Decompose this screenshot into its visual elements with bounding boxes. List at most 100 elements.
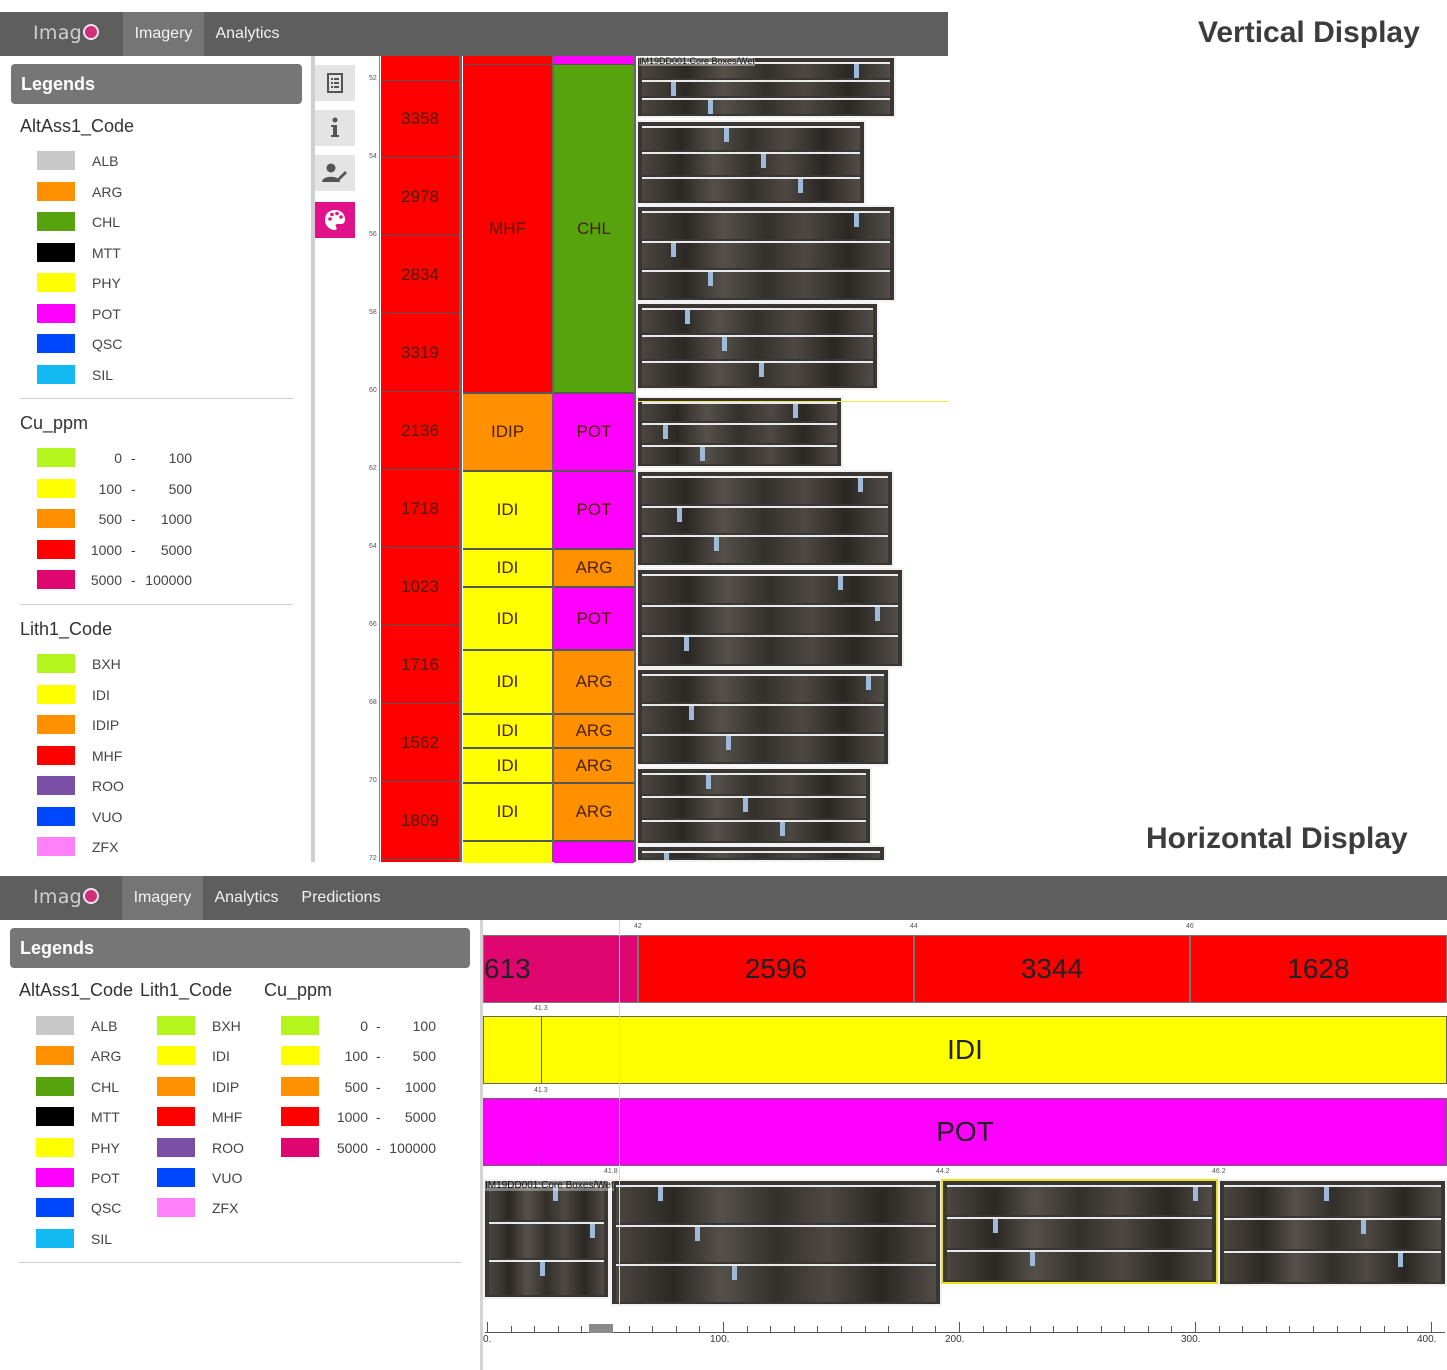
cu-row-cell[interactable]: 2596 xyxy=(638,935,914,1003)
core-box-image[interactable] xyxy=(636,568,904,668)
lith-cell[interactable]: IDI xyxy=(463,714,552,748)
legend-range-dash: - xyxy=(131,480,136,497)
lith-row-tick: 41.3 xyxy=(534,1005,548,1012)
cu-cell[interactable]: 2136 xyxy=(381,392,459,470)
core-box-image[interactable] xyxy=(636,396,843,468)
horizontal-alt-row[interactable]: POT xyxy=(483,1098,1447,1166)
horizontal-cursor-line[interactable] xyxy=(619,920,620,1306)
lith-cell[interactable]: IDI xyxy=(463,650,552,714)
core-box-image[interactable] xyxy=(610,1179,942,1306)
legend-cu-title: Cu_ppm xyxy=(264,980,333,1000)
alt-cell[interactable]: ARG xyxy=(554,714,634,748)
vertical-legends-header[interactable]: Legends xyxy=(11,64,302,104)
alt-cell[interactable]: ARG xyxy=(554,549,634,587)
scale-tick xyxy=(1006,1326,1008,1332)
tab-analytics[interactable]: Analytics xyxy=(204,12,291,56)
core-box-image[interactable] xyxy=(636,767,872,845)
core-box-image[interactable] xyxy=(483,1179,610,1299)
horizontal-logo[interactable]: Imag xyxy=(33,886,100,908)
scale-tick xyxy=(1147,1326,1149,1332)
info-button[interactable] xyxy=(315,110,355,146)
list-view-button[interactable] xyxy=(315,65,355,101)
alt-cell[interactable]: ARG xyxy=(554,650,634,714)
tab-imagery[interactable]: Imagery xyxy=(123,12,204,56)
legend-range-low: 100 xyxy=(344,1048,368,1065)
lith-cell[interactable]: IDI xyxy=(463,587,552,650)
core-box-image[interactable] xyxy=(636,845,886,862)
legend-swatch xyxy=(37,212,75,231)
core-box-image[interactable] xyxy=(1218,1179,1447,1286)
legend-label: PHY xyxy=(91,1139,120,1156)
alt-cell[interactable]: ARG xyxy=(554,748,634,783)
tab-imagery[interactable]: Imagery xyxy=(122,876,203,920)
horizontal-lith-row[interactable]: IDI xyxy=(483,1016,1447,1084)
alt-cell[interactable]: ARG xyxy=(554,783,634,841)
top-depth-tick: 42 xyxy=(634,923,642,930)
legend-swatch xyxy=(37,273,75,292)
horizontal-legends-header[interactable]: Legends xyxy=(10,928,470,968)
lith-cell[interactable]: IDI xyxy=(463,748,552,783)
core-marker xyxy=(677,507,682,522)
horizontal-panel-separator[interactable] xyxy=(480,920,483,1370)
depth-cursor-line[interactable] xyxy=(636,401,949,402)
legend-swatch xyxy=(37,806,75,826)
lith-cell[interactable]: IDI xyxy=(463,549,552,587)
depth-tick-label: 60 xyxy=(369,387,377,394)
legend-swatch xyxy=(37,715,75,734)
vertical-toolbar-separator[interactable] xyxy=(311,56,315,862)
alt-cell[interactable]: POT xyxy=(554,393,634,471)
legend-swatch xyxy=(36,1137,74,1157)
alt-cell[interactable]: CHL xyxy=(554,64,634,393)
cu-cell[interactable]: 3319 xyxy=(381,314,459,392)
cu-cell[interactable]: 1716 xyxy=(381,626,459,704)
lith-cell[interactable]: IDIP xyxy=(463,393,552,471)
lith-cell[interactable]: IDI xyxy=(463,783,552,841)
tab-predictions[interactable]: Predictions xyxy=(290,876,392,920)
core-box-image[interactable] xyxy=(941,1179,1218,1284)
core-box-image[interactable] xyxy=(636,668,890,766)
image-depth-tick: 44.2 xyxy=(936,1168,950,1175)
scale-tick xyxy=(652,1326,654,1332)
alt-cell[interactable]: POT xyxy=(554,471,634,549)
core-marker xyxy=(671,242,676,257)
legend-label: MHF xyxy=(212,1109,243,1126)
core-row xyxy=(642,734,884,762)
core-marker xyxy=(708,100,713,114)
cu-cell[interactable]: 1023 xyxy=(381,548,459,626)
cu-row-cell[interactable]: 1628 xyxy=(1190,935,1447,1003)
scroll-thumb[interactable] xyxy=(589,1324,613,1333)
core-row xyxy=(642,80,890,96)
alt-cell[interactable]: POT xyxy=(554,587,634,650)
vertical-logo[interactable]: Imag xyxy=(33,22,100,44)
core-row xyxy=(947,1185,1212,1216)
core-box-image[interactable] xyxy=(636,120,866,205)
user-edit-button[interactable] xyxy=(315,155,355,191)
image-depth-tick: 41.8 xyxy=(604,1168,618,1175)
tab-analytics[interactable]: Analytics xyxy=(203,876,290,920)
lith-cell[interactable]: MHF xyxy=(463,64,552,393)
legend-label: POT xyxy=(91,1170,120,1186)
cu-row-cell[interactable]: 613 xyxy=(483,935,638,1003)
legend-swatch xyxy=(37,478,75,498)
legend-swatch xyxy=(157,1046,195,1066)
palette-button[interactable] xyxy=(315,202,355,238)
core-box-image[interactable] xyxy=(636,56,896,118)
cu-cell[interactable]: 1562 xyxy=(381,704,459,782)
cu-row-cell[interactable]: 3344 xyxy=(914,935,1190,1003)
scale-tick xyxy=(911,1326,913,1332)
cu-cell[interactable]: 3358 xyxy=(381,80,459,158)
core-box-image[interactable] xyxy=(636,470,894,567)
core-box-image[interactable] xyxy=(636,205,896,302)
core-marker xyxy=(798,179,803,194)
core-row xyxy=(616,1185,936,1223)
cu-cell[interactable]: 1809 xyxy=(381,782,459,860)
lith-cell[interactable]: IDI xyxy=(463,471,552,549)
cu-cell[interactable]: 2834 xyxy=(381,236,459,314)
cu-cell[interactable]: 2978 xyxy=(381,158,459,236)
core-marker xyxy=(664,853,669,860)
core-box-image[interactable] xyxy=(636,302,879,390)
legend-label: SIL xyxy=(91,1230,113,1247)
cu-cell[interactable]: 1718 xyxy=(381,470,459,548)
tab-analytics-label: Analytics xyxy=(214,889,279,906)
legend-label: QSC xyxy=(92,336,123,352)
